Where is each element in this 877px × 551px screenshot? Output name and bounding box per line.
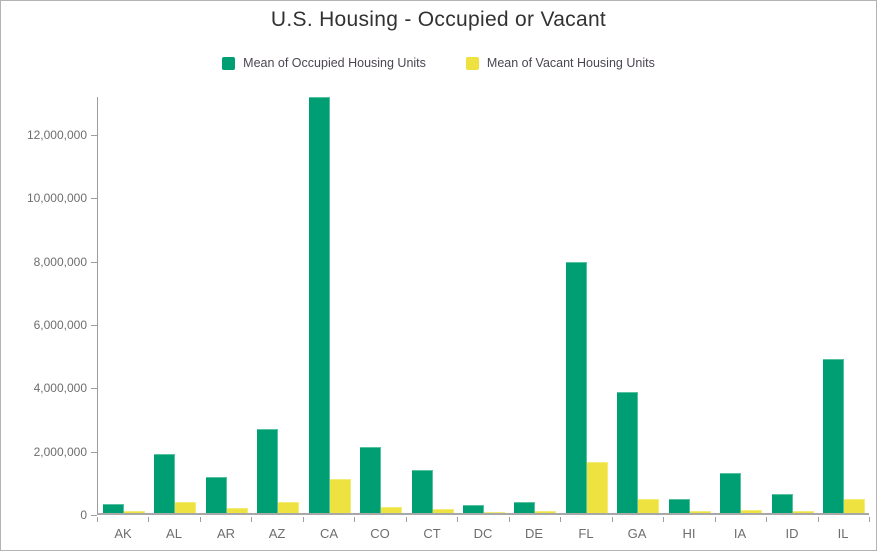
legend-item-vacant[interactable]: Mean of Vacant Housing Units [465, 56, 655, 70]
bar-occupied-AL[interactable] [154, 454, 175, 513]
x-axis-tick [818, 517, 819, 522]
bar-vacant-AR[interactable] [227, 508, 248, 513]
x-axis-tick [560, 517, 561, 522]
x-axis-tick [715, 517, 716, 522]
x-axis-tick [457, 517, 458, 522]
x-axis-tick [354, 517, 355, 522]
bar-vacant-ID[interactable] [793, 511, 814, 513]
legend-swatch-vacant-icon [465, 56, 479, 70]
bar-occupied-IA[interactable] [720, 473, 741, 513]
y-axis-label: 8,000,000 [33, 255, 87, 269]
x-axis-label-CO: CO [370, 526, 390, 541]
plot-area [97, 97, 869, 515]
bar-occupied-AZ[interactable] [257, 429, 278, 513]
y-axis-label: 2,000,000 [33, 445, 87, 459]
bar-occupied-DC[interactable] [463, 505, 484, 513]
x-axis-label-DE: DE [524, 526, 544, 541]
x-axis-label-AL: AL [166, 526, 182, 541]
bar-vacant-GA[interactable] [638, 499, 659, 513]
bar-occupied-IL[interactable] [823, 359, 844, 513]
bar-vacant-IL[interactable] [844, 499, 865, 513]
x-axis-tick [869, 517, 870, 522]
bar-occupied-GA[interactable] [617, 392, 638, 513]
x-axis-label-GA: GA [627, 526, 647, 541]
x-axis-tick [200, 517, 201, 522]
bar-vacant-AK[interactable] [124, 511, 145, 513]
bar-vacant-CT[interactable] [433, 509, 454, 513]
bar-vacant-IA[interactable] [741, 510, 762, 513]
y-axis-label: 6,000,000 [33, 318, 87, 332]
x-axis-label-FL: FL [578, 526, 594, 541]
bar-occupied-HI[interactable] [669, 499, 690, 513]
y-axis-label: 10,000,000 [26, 191, 87, 205]
x-axis-label-HI: HI [682, 526, 696, 541]
x-axis-tick [97, 517, 98, 522]
x-axis-label-IA: IA [733, 526, 747, 541]
bar-occupied-AK[interactable] [103, 504, 124, 513]
bar-vacant-HI[interactable] [690, 511, 711, 513]
bar-occupied-DE[interactable] [514, 502, 535, 513]
bar-vacant-AZ[interactable] [278, 502, 299, 513]
x-axis-tick [406, 517, 407, 522]
bar-vacant-DC[interactable] [484, 512, 505, 513]
x-axis-label-DC: DC [473, 526, 493, 541]
x-axis-tick [148, 517, 149, 522]
y-axis-label: 12,000,000 [26, 128, 87, 142]
bar-vacant-CA[interactable] [330, 479, 351, 513]
legend-item-occupied[interactable]: Mean of Occupied Housing Units [222, 56, 426, 70]
legend-label-vacant: Mean of Vacant Housing Units [486, 56, 655, 70]
bar-occupied-CT[interactable] [412, 470, 433, 513]
bar-occupied-CA[interactable] [309, 97, 330, 513]
x-axis-label-AR: AR [216, 526, 236, 541]
y-axis-label: 0 [80, 508, 87, 522]
bar-vacant-AL[interactable] [175, 502, 196, 513]
x-axis-label-CT: CT [423, 526, 441, 541]
bar-occupied-AR[interactable] [206, 477, 227, 513]
chart-title: U.S. Housing - Occupied or Vacant [270, 8, 607, 31]
bar-vacant-FL[interactable] [587, 462, 608, 513]
legend-label-occupied: Mean of Occupied Housing Units [243, 56, 426, 70]
legend-swatch-occupied-icon [222, 56, 236, 70]
bar-occupied-CO[interactable] [360, 447, 381, 513]
x-axis-tick [251, 517, 252, 522]
chart-legend: Mean of Occupied Housing Units Mean of V… [1, 56, 876, 70]
x-axis-tick [509, 517, 510, 522]
x-axis-label-CA: CA [319, 526, 339, 541]
y-axis-tick [91, 515, 97, 516]
x-axis-label-AZ: AZ [268, 526, 286, 541]
x-axis-tick [303, 517, 304, 522]
x-axis-tick [612, 517, 613, 522]
y-axis-label: 4,000,000 [33, 381, 87, 395]
x-axis-label-AK: AK [114, 526, 132, 541]
x-axis-label-ID: ID [785, 526, 799, 541]
bar-occupied-FL[interactable] [566, 262, 587, 513]
bar-vacant-CO[interactable] [381, 507, 402, 513]
x-axis-label-IL: IL [837, 526, 849, 541]
x-axis-tick [663, 517, 664, 522]
bar-vacant-DE[interactable] [535, 511, 556, 513]
x-axis-tick [766, 517, 767, 522]
bar-occupied-ID[interactable] [772, 494, 793, 513]
